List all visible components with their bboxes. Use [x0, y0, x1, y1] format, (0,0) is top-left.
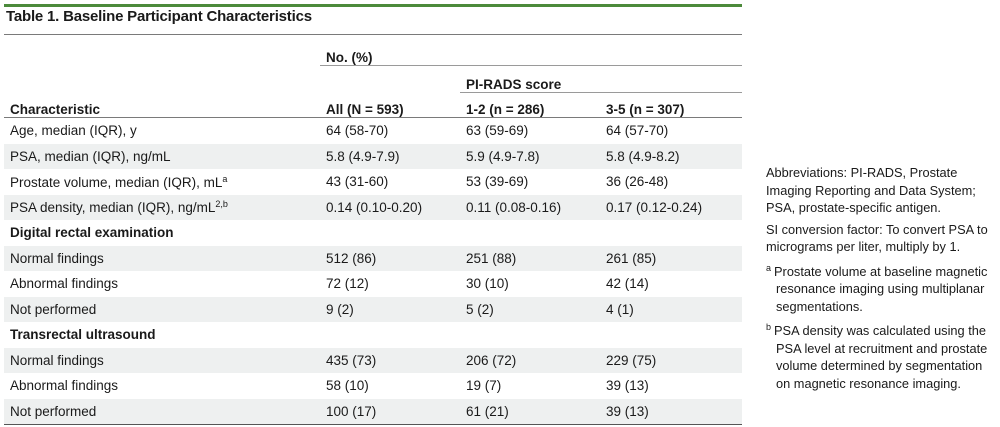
cell-all: 512 (86) — [320, 245, 460, 271]
footnote-b-mark: b — [766, 322, 772, 332]
title-divider — [4, 34, 742, 35]
row-label: Not performed — [4, 398, 320, 425]
footnote-a-mark: a — [766, 262, 772, 273]
header-characteristic: Characteristic — [4, 92, 320, 118]
row-label-text: PSA density, median (IQR), ng/mL — [10, 200, 216, 216]
cell-all: 64 (58-70) — [326, 123, 389, 139]
cell-pirads-3-5: 4 (1) — [600, 296, 742, 322]
section-label: Transrectal ultrasound — [10, 327, 156, 343]
row-label: Normal findings — [4, 347, 320, 373]
row-label: PSA density, median (IQR), ng/mL2,b — [4, 194, 320, 220]
section-row: Digital rectal examination — [4, 220, 742, 246]
cell-pirads-1-2: 63 (59-69) — [466, 123, 529, 139]
row-label: PSA, median (IQR), ng/mL — [4, 143, 320, 169]
cell-pirads-1-2: 0.11 (0.08-0.16) — [460, 194, 600, 220]
table-row: Not performed 9 (2) 5 (2) 4 (1) — [4, 296, 742, 322]
cell-pirads-1-2: 206 (72) — [460, 347, 600, 373]
row-label: Not performed — [4, 296, 320, 322]
row-label-text: Normal findings — [10, 250, 104, 266]
cell-pirads-3-5: 39 (13) — [606, 378, 649, 394]
row-label-text: PSA, median (IQR), ng/mL — [10, 148, 171, 164]
cell-pirads-3-5: 39 (13) — [600, 398, 742, 425]
cell-pirads-3-5: 0.17 (0.12-0.24) — [600, 194, 742, 220]
si-conversion-note: SI conversion factor: To convert PSA to … — [766, 221, 988, 255]
header-pirads-3-5: 3-5 (n = 307) — [600, 92, 742, 118]
footnote-b: b PSA density was calculated using the PS… — [766, 319, 998, 392]
section-row: Transrectal ultrasound — [4, 322, 742, 348]
header-pirads-1-2: 1-2 (n = 286) — [460, 92, 600, 118]
table-title: Table 1. Baseline Participant Characteri… — [6, 8, 312, 25]
cell-all: 0.14 (0.10-0.20) — [320, 194, 460, 220]
footnote-b-text: PSA density was calculated using the PSA… — [774, 323, 988, 391]
cell-pirads-1-2: 19 (7) — [466, 378, 502, 394]
cell-all: 9 (2) — [320, 296, 460, 322]
header-no-pct: No. (%) — [320, 36, 742, 66]
cell-pirads-3-5: 5.8 (4.9-8.2) — [600, 143, 742, 169]
cell-all: 5.8 (4.9-7.9) — [320, 143, 460, 169]
header-spacer — [4, 36, 320, 66]
cell-all: 72 (12) — [326, 276, 369, 292]
row-label-text: Not performed — [10, 301, 97, 317]
row-label-text: Normal findings — [10, 352, 104, 368]
cell-pirads-3-5: 229 (75) — [600, 347, 742, 373]
cell-pirads-1-2: 61 (21) — [460, 398, 600, 425]
row-label-text: Not performed — [10, 403, 97, 419]
cell-pirads-1-2: 30 (10) — [466, 276, 509, 292]
table-row: PSA, median (IQR), ng/mL 5.8 (4.9-7.9) 5.9… — [4, 143, 742, 169]
row-label: Abnormal findings — [4, 271, 320, 297]
header-spacer — [320, 66, 460, 93]
cell-pirads-3-5: 261 (85) — [600, 245, 742, 271]
cell-pirads-1-2: 5.9 (4.9-7.8) — [460, 143, 600, 169]
header-pirads: PI-RADS score — [460, 65, 742, 93]
cell-all: 43 (31-60) — [326, 174, 389, 190]
header-all: All (N = 593) — [320, 92, 460, 118]
header-spacer — [4, 66, 320, 93]
footnote-marker: a — [222, 173, 228, 184]
cell-all: 100 (17) — [320, 398, 460, 425]
table-row: Prostate volume, median (IQR), mLa 43 (31… — [4, 169, 742, 195]
cell-pirads-1-2: 53 (39-69) — [466, 174, 529, 190]
row-label: Age, median (IQR), y — [4, 118, 320, 144]
footnote-a: a Prostate volume at baseline magnetic re… — [766, 260, 998, 316]
cell-all: 435 (73) — [320, 347, 460, 373]
table-row: Not performed 100 (17) 61 (21) 39 (13) — [4, 398, 742, 425]
accent-rule — [4, 4, 742, 7]
cell-pirads-1-2: 251 (88) — [460, 245, 600, 271]
row-label: Prostate volume, median (IQR), mLa — [4, 169, 320, 195]
cell-pirads-3-5: 36 (26-48) — [606, 174, 669, 190]
table-row: Normal findings 512 (86) 251 (88) 261 (85) — [4, 245, 742, 271]
row-label-text: Age, median (IQR), y — [10, 123, 137, 139]
footnote-marker: 2,b — [215, 199, 228, 210]
cell-pirads-3-5: 64 (57-70) — [606, 123, 669, 139]
row-label: Abnormal findings — [4, 373, 320, 399]
row-label: Normal findings — [4, 245, 320, 271]
table-notes: Abbreviations: PI-RADS, Prostate Imaging… — [766, 164, 998, 396]
row-label-text: Abnormal findings — [10, 378, 119, 394]
table-row: Abnormal findings 72 (12) 30 (10) 42 (14) — [4, 271, 742, 297]
row-label-text: Abnormal findings — [10, 276, 119, 292]
characteristics-table: No. (%) PI-RADS score Characteristic All… — [4, 36, 742, 425]
section-label: Digital rectal examination — [10, 225, 174, 241]
table-row: Normal findings 435 (73) 206 (72) 229 (75) — [4, 347, 742, 373]
cell-all: 58 (10) — [326, 378, 369, 394]
row-label-text: Prostate volume, median (IQR), mL — [10, 174, 223, 190]
table-row: PSA density, median (IQR), ng/mL2,b 0.14 … — [4, 194, 742, 220]
table-row: Age, median (IQR), y 64 (58-70) 63 (59-69)… — [4, 118, 742, 144]
table-row: Abnormal findings 58 (10) 19 (7) 39 (13) — [4, 373, 742, 399]
cell-pirads-1-2: 5 (2) — [460, 296, 600, 322]
cell-pirads-3-5: 42 (14) — [606, 276, 649, 292]
abbreviations-note: Abbreviations: PI-RADS, Prostate Imaging… — [766, 165, 976, 215]
footnote-a-text: Prostate volume at baseline magnetic res… — [774, 263, 988, 314]
